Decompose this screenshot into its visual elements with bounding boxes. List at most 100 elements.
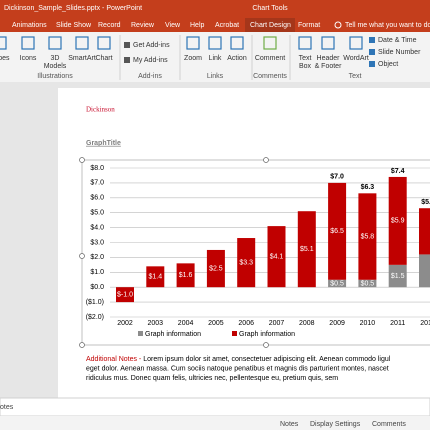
total-label: $6.3 [361, 184, 375, 191]
ribbon-tab[interactable]: Chart Design [250, 22, 291, 29]
bar [297, 211, 316, 288]
data-label: $1.5 [391, 273, 405, 280]
ribbon-button[interactable]: Date & Time [378, 37, 417, 44]
y-tick-label: $8.0 [90, 165, 104, 172]
chart-title: GraphTitle [86, 140, 121, 147]
status-item[interactable]: Comments [372, 421, 406, 428]
selection-handles [79, 157, 269, 348]
ribbon-icon [263, 36, 277, 50]
y-tick-label: ($1.0) [86, 299, 104, 306]
x-tick-label: 2005 [208, 320, 224, 327]
notes-line: eget dolor. Aenean massa. Cum sociis nat… [86, 365, 389, 372]
total-label: $7.0 [330, 174, 344, 181]
y-tick-label: ($2.0) [86, 314, 104, 321]
ribbon-button[interactable]: Comment [255, 55, 285, 62]
ribbon-tab[interactable]: Record [98, 22, 121, 29]
ribbon-button[interactable]: 3D [51, 55, 60, 62]
data-label: $6.5 [330, 228, 344, 235]
ribbon-button[interactable]: Models [44, 63, 67, 70]
bar [358, 193, 377, 280]
y-tick-label: $5.0 [90, 210, 104, 217]
ribbon-icon [298, 36, 312, 50]
ribbon-group-label: Add-ins [138, 73, 162, 80]
ribbon-button[interactable]: Slide Number [378, 49, 421, 56]
status-item[interactable]: Display Settings [310, 421, 361, 428]
bar [267, 226, 286, 288]
ribbon-icon [349, 36, 363, 50]
ribbon-button[interactable]: Action [227, 55, 247, 62]
context-title: Chart Tools [252, 5, 288, 12]
search-box[interactable]: Tell me what you want to do [345, 22, 430, 29]
ribbon-icon [369, 37, 375, 43]
ribbon-separators [119, 35, 291, 80]
ribbon-button[interactable]: & Footer [315, 63, 343, 70]
y-tick-label: $0.0 [90, 284, 104, 291]
data-label: $4.1 [270, 253, 284, 260]
window-title: Dickinson_Sample_Slides.pptx - PowerPoin… [4, 5, 142, 12]
ribbon-button[interactable]: Object [378, 61, 398, 68]
ribbon-tab[interactable]: Slide Show [56, 22, 92, 29]
ribbon-tab[interactable]: Review [131, 22, 155, 29]
ribbon-tab[interactable]: Acrobat [215, 22, 239, 29]
y-tick-label: $1.0 [90, 269, 104, 276]
ribbon-icon [186, 36, 200, 50]
bar [206, 249, 225, 288]
data-label: $-1.0 [117, 291, 133, 298]
ribbon-button[interactable]: WordArt [343, 55, 369, 62]
ribbon-button[interactable]: hapes [0, 55, 10, 62]
notes-line: Lorem ipsum dolor sit amet, consectetuer… [143, 356, 391, 363]
ribbon-tab[interactable]: Animations [12, 22, 47, 29]
ribbon-icon [230, 36, 244, 50]
x-tick-label: 2012 [420, 320, 430, 327]
ribbon-button[interactable]: Text [299, 55, 312, 62]
bar [358, 279, 377, 288]
x-tick-label: 2002 [117, 320, 133, 327]
ribbon [0, 32, 430, 82]
ribbon-button[interactable]: My Add-ins [133, 57, 168, 64]
legend-swatch [232, 331, 237, 336]
ribbon-button[interactable]: Link [209, 55, 222, 62]
legend-label: Graph information [145, 331, 201, 338]
y-tick-label: $7.0 [90, 180, 104, 187]
search-icon [334, 21, 342, 29]
x-tick-label: 2011 [390, 320, 405, 327]
ribbon-icon [369, 61, 375, 67]
legend-label: Graph information [239, 331, 295, 338]
x-tick-label: 2008 [299, 320, 315, 327]
ribbon-button[interactable]: Header [317, 55, 341, 62]
title-bar [0, 0, 430, 32]
ribbon-button[interactable]: Box [299, 63, 312, 70]
bar [388, 264, 407, 288]
status-item[interactable]: Notes [280, 421, 299, 428]
ribbon-button[interactable]: Get Add-ins [133, 42, 170, 49]
data-label: $5.8 [361, 233, 375, 240]
x-tick-label: 2007 [269, 320, 285, 327]
bar [176, 263, 195, 288]
active-tab-bg [245, 18, 295, 32]
bar [328, 279, 347, 288]
ribbon-icon [97, 36, 111, 50]
brand: Dickinson [86, 106, 115, 114]
ribbon-tab[interactable]: View [165, 22, 181, 29]
notes-pane-label: otes [0, 404, 14, 411]
x-tick-label: 2003 [148, 320, 164, 327]
x-tick-label: 2010 [360, 320, 376, 327]
ribbon-group-label: Links [207, 73, 224, 80]
data-label: $0.5 [330, 280, 344, 287]
data-label: $2.5 [209, 265, 223, 272]
notes-text: Additional Notes - Lorem ipsum dolor sit… [86, 356, 391, 382]
ribbon-button[interactable]: Chart [95, 55, 112, 62]
ribbon-tab[interactable]: Help [190, 22, 205, 29]
status-bar [0, 416, 430, 430]
ribbon-tab[interactable]: Format [298, 22, 320, 29]
y-tick-label: $2.0 [90, 254, 104, 261]
total-label: $5.3 [421, 199, 430, 206]
total-label: $7.4 [391, 168, 405, 175]
ribbon-button[interactable]: Icons [20, 55, 37, 62]
ribbon-button[interactable]: Zoom [184, 55, 202, 62]
ribbon-icon [48, 36, 62, 50]
ribbon-icon [21, 36, 35, 50]
ribbon-button[interactable]: SmartArt [68, 55, 96, 62]
bar [419, 254, 430, 288]
